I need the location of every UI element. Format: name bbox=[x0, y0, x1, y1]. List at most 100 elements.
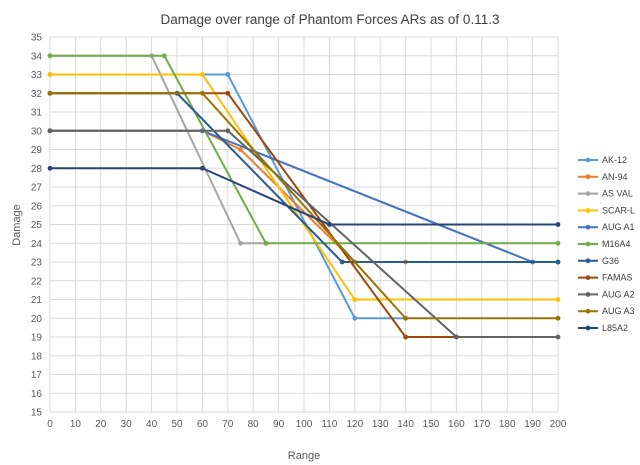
series-line bbox=[50, 54, 558, 245]
data-point bbox=[47, 53, 53, 59]
x-tick-label: 180 bbox=[499, 419, 516, 430]
data-point bbox=[263, 240, 269, 246]
y-tick-label: 28 bbox=[31, 164, 43, 175]
data-point bbox=[225, 128, 231, 134]
data-point bbox=[327, 222, 332, 227]
series-line bbox=[50, 92, 558, 320]
legend-marker bbox=[585, 275, 591, 280]
series-line bbox=[50, 167, 558, 226]
legend-entry: FAMAS bbox=[578, 273, 633, 283]
legend-entry: AUG A1 bbox=[578, 222, 635, 232]
legend-entry: G36 bbox=[578, 256, 619, 266]
x-axis-label: Range bbox=[288, 450, 320, 462]
legend-label: SCAR-L bbox=[602, 205, 635, 215]
x-tick-label: 80 bbox=[248, 419, 260, 430]
series-line bbox=[50, 73, 558, 301]
legend: AK-12 AN-94 AS VAL SCAR-L AUG A1 M16A4 G36 FAMA… bbox=[578, 155, 635, 333]
x-tick-label: 120 bbox=[346, 419, 363, 430]
legend-label: G36 bbox=[602, 256, 619, 266]
y-tick-label: 25 bbox=[31, 220, 43, 231]
y-tick-label: 15 bbox=[31, 408, 43, 419]
y-tick-label: 32 bbox=[31, 89, 43, 100]
data-point bbox=[555, 259, 561, 265]
data-point bbox=[555, 240, 561, 246]
y-tick-label: 23 bbox=[31, 258, 43, 269]
series-m16a4 bbox=[47, 53, 561, 246]
x-tick-label: 0 bbox=[47, 419, 53, 430]
y-axis-label: Damage bbox=[11, 204, 23, 246]
legend-entry: AK-12 bbox=[578, 155, 627, 165]
legend-entry: AS VAL bbox=[578, 189, 633, 199]
legend-entry: AUG A2 bbox=[578, 289, 635, 299]
x-tick-label: 90 bbox=[273, 419, 285, 430]
data-point bbox=[47, 90, 53, 96]
legend-marker bbox=[585, 241, 591, 247]
x-tick-label: 50 bbox=[171, 419, 183, 430]
legend-entry: AN-94 bbox=[578, 172, 628, 182]
y-tick-label: 17 bbox=[31, 370, 43, 381]
legend-label: AUG A3 bbox=[602, 306, 635, 316]
y-tick-label: 22 bbox=[31, 276, 43, 287]
x-tick-label: 140 bbox=[397, 419, 414, 430]
gridlines bbox=[49, 36, 559, 413]
series-aug-a3 bbox=[47, 90, 561, 321]
x-tick-label: 30 bbox=[121, 419, 133, 430]
x-tick-label: 170 bbox=[473, 419, 490, 430]
y-tick-label: 29 bbox=[31, 145, 43, 156]
data-point bbox=[238, 240, 243, 246]
x-tick-label: 110 bbox=[321, 419, 337, 430]
x-axis-ticks: 0 10 20 30 40 50 60 70 80 90 100 110 120 130 140 150 160… bbox=[47, 419, 567, 430]
legend-label: AS VAL bbox=[602, 189, 633, 199]
legend-marker bbox=[585, 292, 591, 297]
chart-title: Damage over range of Phantom Forces ARs … bbox=[161, 12, 500, 27]
data-point bbox=[403, 315, 408, 321]
data-point bbox=[454, 334, 459, 340]
legend-label: AN-94 bbox=[602, 172, 628, 182]
y-tick-label: 21 bbox=[31, 295, 43, 306]
data-point bbox=[238, 147, 243, 152]
legend-label: AUG A2 bbox=[602, 289, 635, 299]
x-tick-label: 10 bbox=[70, 419, 82, 430]
x-tick-label: 100 bbox=[296, 419, 313, 430]
data-point bbox=[555, 222, 561, 227]
y-tick-label: 24 bbox=[31, 239, 43, 250]
y-tick-label: 16 bbox=[31, 389, 43, 400]
y-tick-label: 34 bbox=[31, 51, 43, 62]
legend-entry: AUG A3 bbox=[578, 306, 635, 316]
legend-entry: M16A4 bbox=[578, 239, 631, 249]
legend-marker bbox=[585, 258, 591, 264]
legend-entry: L85A2 bbox=[578, 323, 628, 333]
series-aug-a2 bbox=[47, 128, 561, 340]
data-point bbox=[161, 53, 167, 59]
data-point bbox=[47, 165, 53, 171]
series-l85a2 bbox=[47, 165, 561, 227]
y-tick-label: 19 bbox=[31, 333, 43, 344]
data-point bbox=[339, 259, 345, 265]
y-tick-label: 20 bbox=[31, 314, 43, 325]
series-lines bbox=[47, 53, 561, 340]
legend-marker bbox=[585, 308, 591, 314]
x-tick-label: 150 bbox=[423, 419, 440, 430]
data-point bbox=[200, 165, 205, 171]
x-tick-label: 70 bbox=[222, 419, 234, 430]
data-point bbox=[555, 334, 561, 340]
legend-marker bbox=[585, 157, 591, 163]
y-tick-label: 35 bbox=[31, 33, 43, 44]
data-point bbox=[47, 72, 53, 77]
legend-marker bbox=[585, 325, 591, 331]
data-point bbox=[200, 90, 205, 96]
x-tick-label: 200 bbox=[550, 419, 567, 430]
x-tick-label: 160 bbox=[448, 419, 465, 430]
y-axis-ticks: 15 16 17 18 19 20 21 22 23 24 25 26 27 28 29 30 31 32 33 34… bbox=[31, 33, 43, 419]
y-tick-label: 30 bbox=[31, 126, 43, 137]
legend-label: AK-12 bbox=[602, 155, 627, 165]
legend-marker bbox=[585, 224, 591, 230]
y-tick-label: 31 bbox=[31, 108, 43, 119]
legend-label: AUG A1 bbox=[602, 222, 635, 232]
y-tick-label: 26 bbox=[31, 201, 43, 212]
legend-entry: SCAR-L bbox=[578, 205, 635, 215]
legend-label: L85A2 bbox=[602, 323, 628, 333]
x-tick-label: 60 bbox=[197, 419, 209, 430]
legend-label: FAMAS bbox=[602, 273, 633, 283]
